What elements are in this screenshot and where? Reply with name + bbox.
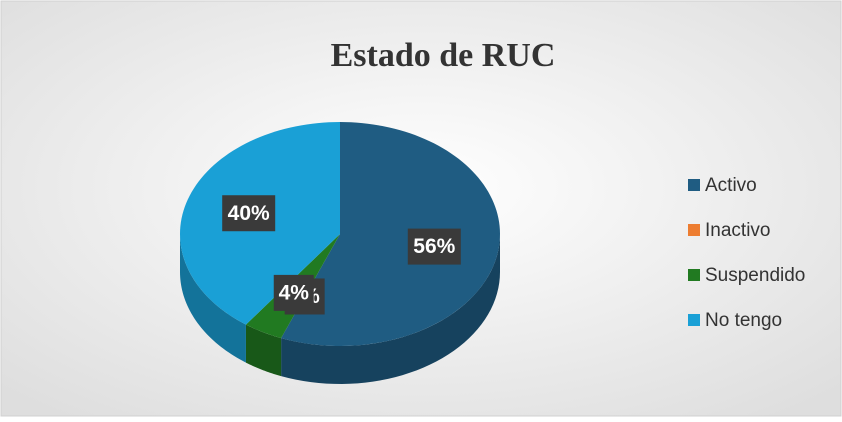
legend-label: No tengo bbox=[705, 310, 782, 331]
slice bbox=[281, 122, 500, 346]
legend-label: Suspendido bbox=[705, 265, 805, 286]
data-label: 40% bbox=[222, 195, 276, 232]
data-label-box bbox=[407, 228, 461, 265]
data-label: 56% bbox=[407, 228, 461, 265]
slice-side bbox=[180, 234, 246, 363]
legend-label: Inactivo bbox=[705, 220, 770, 241]
slice-side bbox=[245, 324, 282, 377]
data-label-box bbox=[222, 195, 276, 232]
legend-swatch bbox=[688, 314, 700, 326]
data-label-box bbox=[273, 274, 314, 311]
legend-swatch bbox=[688, 224, 700, 236]
chart-title: Estado de RUC bbox=[331, 37, 556, 74]
data-label-text: 56% bbox=[413, 235, 455, 258]
legend-label: Activo bbox=[705, 175, 757, 196]
data-label-text: 4% bbox=[279, 281, 310, 304]
data-label-text: 40% bbox=[228, 202, 270, 225]
data-label: 4% bbox=[273, 274, 314, 311]
slice-side bbox=[281, 234, 500, 384]
legend-swatch bbox=[688, 269, 700, 281]
legend-swatch bbox=[688, 179, 700, 191]
